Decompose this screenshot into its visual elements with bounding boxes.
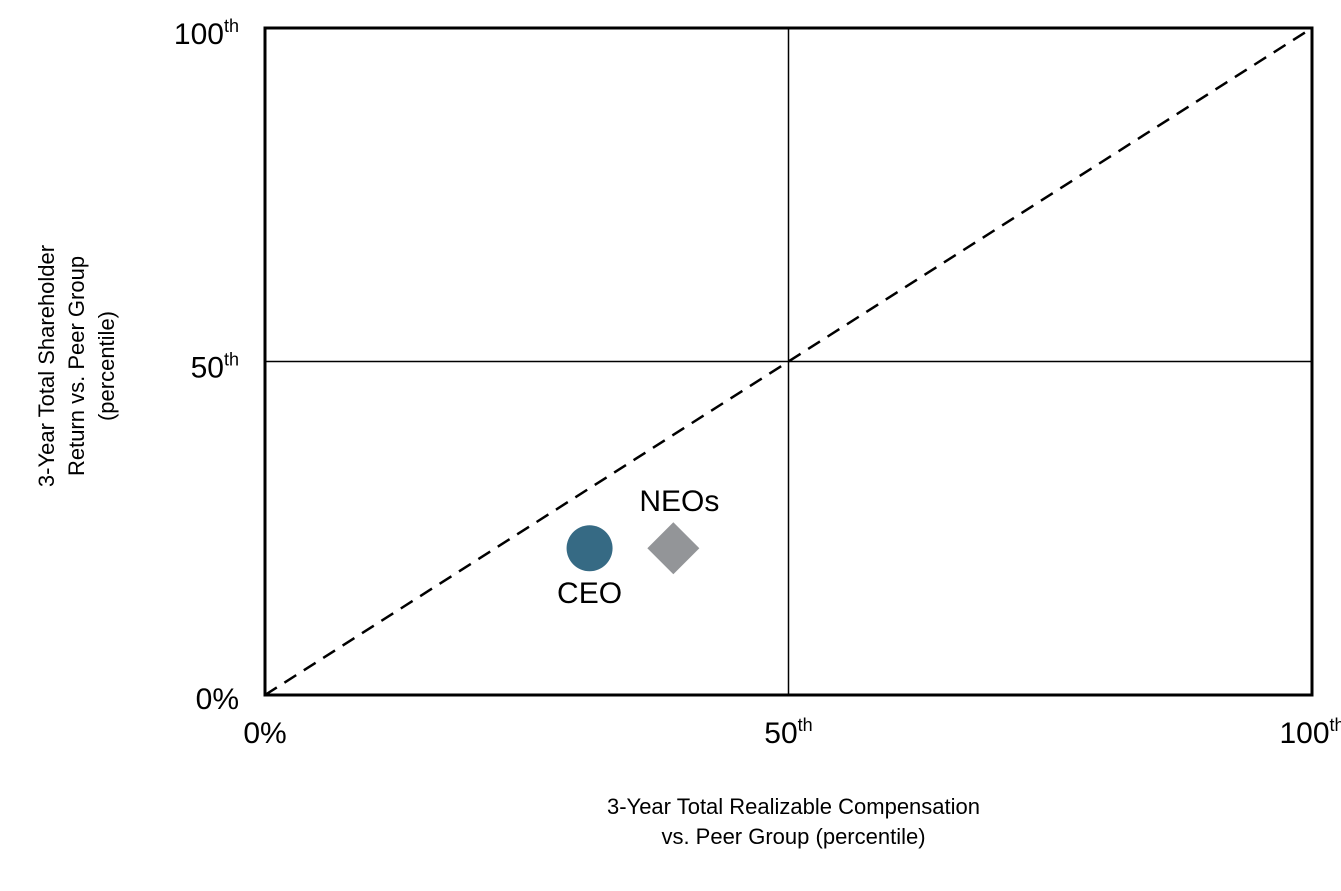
x-tick-label: 50th [764, 715, 812, 750]
y-tick-label: 100th [174, 16, 239, 51]
point-label: CEO [557, 577, 622, 610]
y-tick-label: 50th [191, 349, 239, 384]
point [647, 522, 700, 575]
x-axis-label: vs. Peer Group (percentile) [661, 824, 925, 849]
y-axis-label: 3-Year Total Shareholder [34, 245, 59, 487]
x-tick-label: 0% [243, 717, 286, 750]
point-label: NEOs [639, 485, 719, 518]
y-axis-label: (percentile) [94, 311, 119, 421]
x-tick-label: 100th [1279, 715, 1341, 750]
x-axis-label: 3-Year Total Realizable Compensation [607, 794, 980, 819]
y-axis-label: Return vs. Peer Group [64, 256, 89, 476]
point [566, 525, 613, 572]
plot-frame [263, 26, 1314, 697]
y-tick-label: 0% [196, 683, 239, 716]
